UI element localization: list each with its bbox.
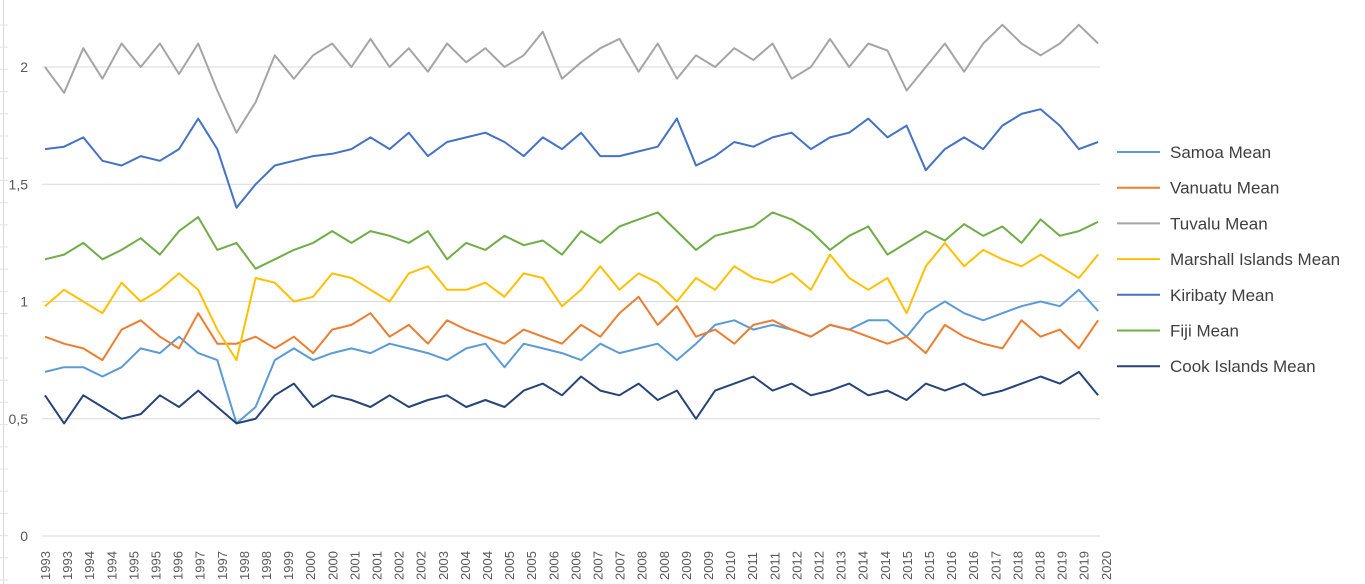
x-tick-label: 2018 <box>1010 551 1025 580</box>
y-tick-label: 1,5 <box>9 176 29 192</box>
legend-item: Marshall Islands Mean <box>1117 250 1340 269</box>
x-tick-label: 2011 <box>745 552 760 580</box>
x-tick-label: 2006 <box>568 551 583 580</box>
x-tick-label: 2000 <box>325 551 340 580</box>
x-tick-label: 1998 <box>259 551 274 580</box>
x-tick-label: 2014 <box>856 551 871 580</box>
x-tick-label: 2009 <box>701 551 716 580</box>
x-tick-label: 2007 <box>591 551 606 580</box>
y-tick-label: 0,5 <box>9 411 29 427</box>
x-tick-label: 1997 <box>193 551 208 580</box>
x-tick-label: 1994 <box>104 551 119 580</box>
x-tick-label: 2016 <box>966 551 981 580</box>
legend: Samoa Mean Vanuatu Mean Tuvalu Mean Marshal… <box>1117 143 1340 376</box>
series-line-cook-islands-mean <box>44 370 1099 425</box>
legend-item: Cook Islands Mean <box>1117 357 1316 376</box>
series-line-fiji-mean <box>44 211 1099 270</box>
x-tick-label: 1995 <box>126 551 141 580</box>
x-tick-label: 2003 <box>436 551 451 580</box>
legend-item: Fiji Mean <box>1117 322 1239 341</box>
gridlines <box>42 66 1100 537</box>
x-tick-label: 2001 <box>347 551 362 580</box>
x-tick-label: 2002 <box>392 551 407 580</box>
x-tick-label: 2013 <box>834 551 849 580</box>
x-tick-label: 1993 <box>38 551 53 580</box>
x-tick-label: 2004 <box>458 551 473 580</box>
x-tick-label: 2019 <box>1077 551 1092 580</box>
x-tick-label: 2005 <box>524 551 539 580</box>
series-line-tuvalu-mean <box>44 23 1099 134</box>
series-line-samoa-mean <box>44 288 1099 425</box>
x-tick-label: 2010 <box>723 551 738 580</box>
x-tick-label: 1998 <box>237 551 252 580</box>
y-tick-label: 0 <box>20 528 28 544</box>
x-tick-label: 2007 <box>613 551 628 580</box>
x-tick-label: 2009 <box>679 551 694 580</box>
sheet-left-edge <box>0 0 8 584</box>
x-axis-ticks: 1993 1993 1994 1994 1995 1995 1996 1997 1997 1998… <box>38 551 1114 580</box>
x-tick-label: 2006 <box>546 551 561 580</box>
x-tick-label: 2020 <box>1099 551 1114 580</box>
legend-item: Tuvalu Mean <box>1117 214 1268 233</box>
series-line-marshall-islands-mean <box>44 241 1099 362</box>
x-tick-label: 1999 <box>281 551 296 580</box>
x-tick-label: 2000 <box>303 551 318 580</box>
legend-label: Samoa Mean <box>1170 143 1271 162</box>
series-line-kiribaty-mean <box>44 108 1099 209</box>
x-tick-label: 1995 <box>149 551 164 580</box>
x-tick-label: 2004 <box>480 551 495 580</box>
x-tick-label: 2015 <box>900 551 915 580</box>
x-tick-label: 2016 <box>944 551 959 580</box>
x-tick-label: 2015 <box>922 551 937 580</box>
legend-label: Tuvalu Mean <box>1170 214 1268 233</box>
x-tick-label: 2012 <box>812 551 827 580</box>
legend-item: Samoa Mean <box>1117 143 1271 162</box>
x-tick-label: 2011 <box>767 552 782 580</box>
x-tick-label: 1993 <box>60 551 75 580</box>
x-tick-label: 1997 <box>215 551 230 580</box>
legend-item: Kiribaty Mean <box>1117 286 1274 305</box>
x-tick-label: 2001 <box>370 551 385 580</box>
x-tick-label: 2008 <box>635 551 650 580</box>
x-tick-label: 2017 <box>988 551 1003 580</box>
series-line-vanuatu-mean <box>44 295 1099 362</box>
legend-label: Vanuatu Mean <box>1170 179 1279 198</box>
legend-label: Marshall Islands Mean <box>1170 250 1340 269</box>
y-axis-ticks: 0 0,5 1 1,5 2 <box>9 59 29 544</box>
legend-label: Kiribaty Mean <box>1170 286 1274 305</box>
x-tick-label: 1994 <box>82 551 97 580</box>
x-tick-label: 2018 <box>1033 551 1048 580</box>
x-tick-label: 2005 <box>502 551 517 580</box>
x-tick-label: 2019 <box>1055 551 1070 580</box>
y-tick-label: 2 <box>20 59 28 75</box>
y-tick-label: 1 <box>20 294 28 310</box>
x-tick-label: 2008 <box>657 551 672 580</box>
series-lines <box>44 23 1099 425</box>
x-tick-label: 2012 <box>789 551 804 580</box>
x-tick-label: 1996 <box>171 551 186 580</box>
legend-label: Fiji Mean <box>1170 322 1239 341</box>
x-tick-label: 2002 <box>414 551 429 580</box>
legend-label: Cook Islands Mean <box>1170 357 1316 376</box>
legend-item: Vanuatu Mean <box>1117 179 1279 198</box>
x-tick-label: 2014 <box>878 551 893 580</box>
